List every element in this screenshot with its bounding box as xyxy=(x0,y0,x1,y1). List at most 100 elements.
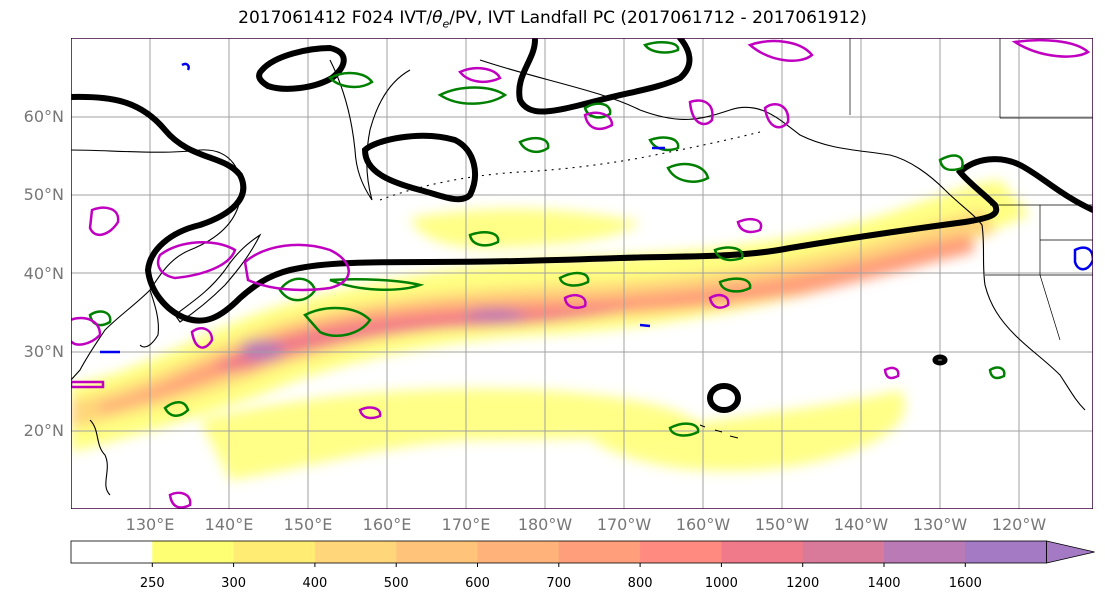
lat-label: 20°N xyxy=(23,421,64,440)
hawaii xyxy=(699,424,739,439)
title-theta: θ xyxy=(432,8,443,28)
colorbar-segment xyxy=(802,541,885,563)
pv-contour-h xyxy=(688,99,714,126)
pv-contour-q xyxy=(883,366,900,380)
pv-contour-c xyxy=(88,206,120,237)
green-contour-o xyxy=(642,41,680,54)
na-coast xyxy=(944,189,1086,411)
green-contour-r xyxy=(988,366,1006,380)
pv-contour-b xyxy=(156,241,237,280)
pv-contour-e xyxy=(190,327,214,349)
pv-contour-d xyxy=(71,316,102,346)
colorbar-segment xyxy=(396,541,478,563)
title-theta-subscript: e xyxy=(442,17,450,31)
colorbar-tick-label: 800 xyxy=(627,576,653,591)
green-contour-g xyxy=(518,136,550,154)
green-contour-c xyxy=(329,278,425,291)
colorbar-segment xyxy=(721,541,804,563)
taiwan-philippines xyxy=(89,419,111,496)
green-contour-p xyxy=(668,422,700,437)
title-suffix: /PV, IVT Landfall PC (2017061712 - 20170… xyxy=(449,8,867,28)
colorbar-tick-label: 600 xyxy=(465,576,490,591)
lon-label: 170°E xyxy=(441,515,491,534)
colorbar-segment xyxy=(152,541,235,563)
ivt-band-250-south xyxy=(200,388,700,480)
colorbar-segment xyxy=(314,541,397,563)
pv-contour-l xyxy=(1011,38,1091,58)
ivt-band-1000 xyxy=(215,306,640,372)
colorbar-segment xyxy=(640,541,722,563)
pc-contour-alaska xyxy=(516,38,693,115)
lon-label: 180°W xyxy=(517,515,573,534)
green-contour-e xyxy=(327,71,374,89)
colorbar-segment xyxy=(71,541,153,563)
colorbar-tick-label: 250 xyxy=(139,576,165,591)
lon-label: 130°W xyxy=(912,515,968,534)
pv-contour-i xyxy=(763,103,790,129)
lon-label: 150°E xyxy=(283,515,333,534)
lon-label: 160°E xyxy=(362,515,412,534)
pv-contour-r xyxy=(708,293,730,309)
lon-label: 130°E xyxy=(125,515,175,534)
colorbar-segment xyxy=(233,541,316,563)
pv-contour-o xyxy=(168,491,192,509)
lat-label: 30°N xyxy=(23,342,64,362)
graticule xyxy=(71,38,1093,509)
blue-contours xyxy=(100,62,1093,354)
korea-coast xyxy=(139,289,159,348)
pv-contour-p xyxy=(71,380,105,389)
pv-contour-k xyxy=(747,39,814,62)
pc-contour-small-east xyxy=(932,354,948,366)
colorbar-tick-label: 1400 xyxy=(867,576,901,591)
colorbar-segment xyxy=(477,541,560,563)
ivt-core-1400-b xyxy=(465,309,525,321)
green-contour-i xyxy=(666,162,710,183)
ivt-core-1400 xyxy=(240,340,284,360)
pv-contour-m xyxy=(563,294,587,309)
chart-title: 2017061412 F024 IVT/θe/PV, IVT Landfall … xyxy=(0,8,1105,30)
colorbar-tick-label: 400 xyxy=(302,576,328,591)
colorbar-tick-label: 1200 xyxy=(786,576,820,591)
political-borders xyxy=(849,38,1093,341)
theta-e-contours xyxy=(88,41,1006,437)
lon-label: 150°W xyxy=(754,515,810,534)
colorbar-segment xyxy=(884,541,966,563)
colorbar-extend-arrow xyxy=(1046,540,1095,564)
pv-contour-f xyxy=(458,66,502,84)
blue-contour-b xyxy=(181,62,190,71)
pv-contour-g xyxy=(583,111,614,131)
lon-label: 170°W xyxy=(596,515,652,534)
aleutians xyxy=(379,131,761,201)
canada-provinces xyxy=(999,38,1093,119)
pc-contour-west xyxy=(71,93,1093,324)
green-contour-l xyxy=(938,154,964,172)
japan-coast xyxy=(174,233,262,323)
green-contour-f xyxy=(437,86,508,105)
green-contour-j xyxy=(713,246,744,262)
colorbar-tick-label: 1000 xyxy=(704,576,738,591)
pv-contour-j xyxy=(736,218,763,234)
pv-contours xyxy=(71,38,1091,509)
lon-label: 160°W xyxy=(675,515,731,534)
green-contour-a xyxy=(302,306,372,337)
colorbar-tick-label: 700 xyxy=(546,576,572,591)
green-contour-m xyxy=(468,231,500,247)
us-state-borders xyxy=(985,205,1093,341)
lat-label: 50°N xyxy=(23,185,64,205)
blue-contour-c xyxy=(639,323,651,328)
lat-label: 40°N xyxy=(23,263,64,283)
pc-contour-kamchatka xyxy=(361,132,478,203)
lat-label: 60°N xyxy=(23,106,64,126)
pv-contour-a xyxy=(243,243,350,292)
lon-label: 140°W xyxy=(833,515,889,534)
colorbar-tick-label: 500 xyxy=(383,576,409,591)
colorbar-segment xyxy=(965,541,1048,563)
kamchatka-coast xyxy=(329,59,411,201)
title-prefix: 2017061412 F024 IVT/ xyxy=(238,8,433,28)
green-contour-k xyxy=(718,277,752,293)
pc-contour-hawaii-ring xyxy=(707,383,741,413)
green-contour-d xyxy=(163,401,190,417)
lon-label: 120°W xyxy=(991,515,1047,534)
pv-contour-n xyxy=(358,406,382,420)
